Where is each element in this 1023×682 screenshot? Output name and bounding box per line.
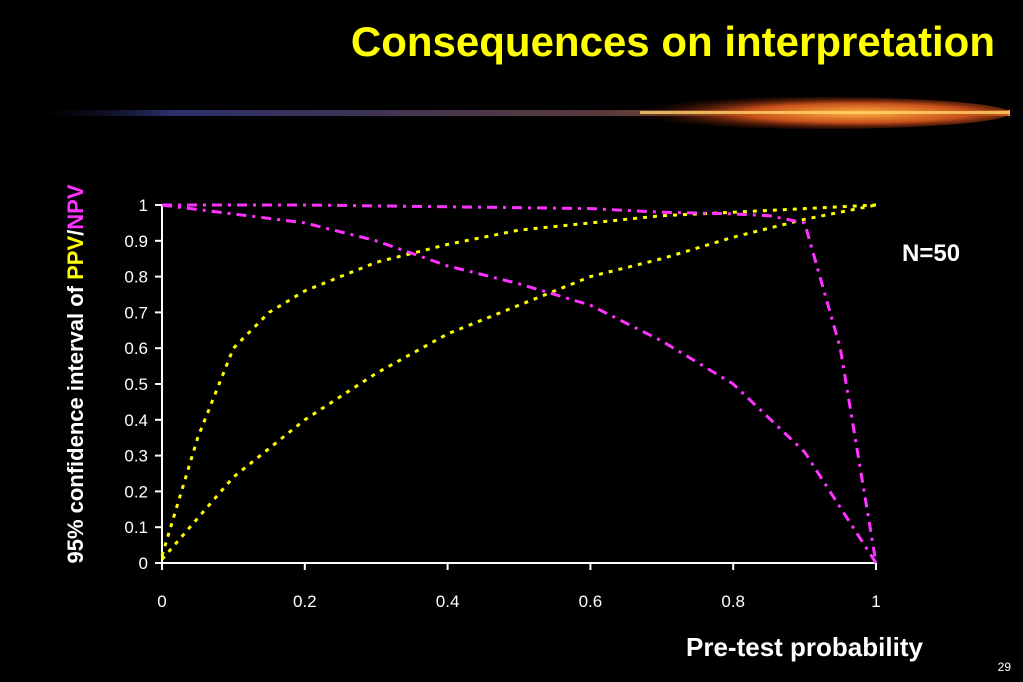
x-tick-label: 0.2 — [293, 592, 317, 611]
x-tick-label: 0 — [157, 592, 166, 611]
x-tick-label: 0.8 — [721, 592, 745, 611]
slide-number: 29 — [997, 660, 1011, 674]
y-tick-label: 0.1 — [124, 518, 148, 537]
x-tick-label: 1 — [871, 592, 880, 611]
x-axis-title: Pre-test probability — [686, 632, 923, 662]
series-line-1 — [160, 203, 877, 557]
series-line-2 — [160, 203, 877, 561]
series-group — [160, 203, 878, 564]
y-tick-label: 0.7 — [124, 303, 148, 322]
x-tick-label: 0.4 — [436, 592, 460, 611]
series-line-4 — [162, 203, 878, 564]
y-tick-label: 0 — [139, 554, 148, 573]
y-tick-label: 0.8 — [124, 268, 148, 287]
y-tick-label: 0.4 — [124, 411, 148, 430]
slide-title: Consequences on interpretation — [350, 18, 995, 65]
y-tick-label: 0.6 — [124, 339, 148, 358]
y-tick-label: 0.3 — [124, 447, 148, 466]
axes: 0 0.1 0.2 0.3 0.4 0.5 0.6 0.7 0.8 0.9 1 0 0.2 0.4 0.6 0… — [124, 196, 880, 611]
x-tick-label: 0.6 — [579, 592, 603, 611]
series-line-3 — [161, 203, 878, 564]
y-tick-label: 1 — [139, 196, 148, 215]
title-divider — [20, 97, 1010, 129]
sample-size-annotation: N=50 — [902, 240, 961, 267]
y-tick-label: 0.9 — [124, 232, 148, 251]
y-tick-label: 0.2 — [124, 482, 148, 501]
y-tick-label: 0.5 — [124, 375, 148, 394]
